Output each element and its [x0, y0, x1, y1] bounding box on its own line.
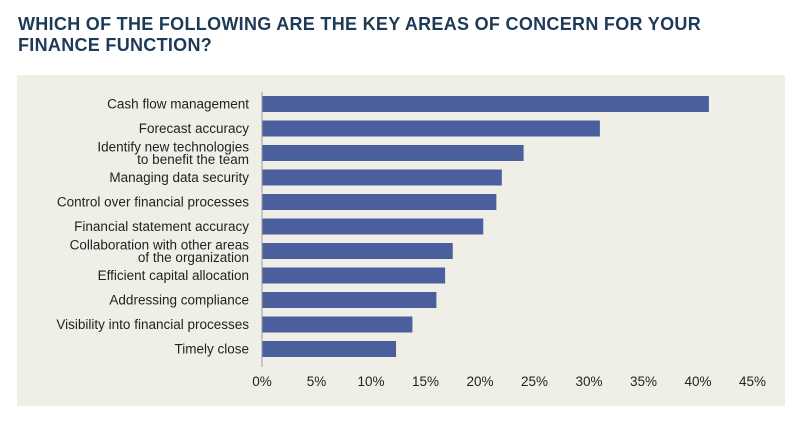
- x-tick-label-25: 25%: [521, 374, 548, 389]
- page-title: WHICH OF THE FOLLOWING ARE THE KEY AREAS…: [18, 14, 778, 56]
- bar-5: [262, 194, 497, 210]
- category-label-8: Efficient capital allocation: [98, 268, 249, 283]
- category-label-5: Control over financial processes: [57, 195, 249, 210]
- category-label-3: Identify new technologies to benefit the …: [97, 139, 249, 167]
- x-tick-label-30: 30%: [575, 374, 602, 389]
- category-label-7: Collaboration with other areas of the org…: [70, 237, 250, 265]
- bar-2: [262, 120, 600, 137]
- bar-1: [262, 96, 709, 112]
- bar-8: [262, 267, 446, 284]
- category-labels-group: Cash flow management Forecast accuracy Ide…: [56, 97, 249, 357]
- x-tick-labels-group: 0% 5% 10% 15% 20% 25% 30% 35% 40% 45%: [252, 374, 766, 389]
- category-label-11: Timely close: [174, 342, 249, 357]
- x-tick-label-5: 5%: [307, 374, 327, 389]
- category-label-2: Forecast accuracy: [139, 121, 250, 136]
- category-label-4: Managing data security: [109, 170, 249, 185]
- category-label-9: Addressing compliance: [109, 293, 249, 308]
- page-title-line-1: WHICH OF THE FOLLOWING ARE THE KEY AREAS…: [18, 14, 702, 34]
- x-tick-label-20: 20%: [466, 374, 493, 389]
- bar-10: [262, 316, 413, 333]
- bar-4: [262, 169, 502, 186]
- chart-panel: Cash flow management Forecast accuracy Ide…: [17, 75, 785, 406]
- x-tick-label-0: 0%: [252, 374, 272, 389]
- bar-11: [262, 341, 397, 357]
- category-label-6: Financial statement accuracy: [74, 219, 249, 234]
- bars-group: [262, 96, 709, 357]
- page-title-line-2: FINANCE FUNCTION?: [18, 35, 213, 55]
- x-tick-label-45: 45%: [739, 374, 766, 389]
- bar-3: [262, 145, 524, 161]
- x-tick-label-40: 40%: [684, 374, 711, 389]
- x-tick-label-10: 10%: [357, 374, 384, 389]
- bar-7: [262, 243, 453, 259]
- category-label-10: Visibility into financial processes: [56, 317, 249, 332]
- bar-chart: Cash flow management Forecast accuracy Ide…: [56, 92, 766, 389]
- x-tick-label-15: 15%: [412, 374, 439, 389]
- x-tick-label-35: 35%: [630, 374, 657, 389]
- category-label-1: Cash flow management: [107, 97, 249, 112]
- bar-6: [262, 218, 484, 235]
- bar-9: [262, 292, 437, 308]
